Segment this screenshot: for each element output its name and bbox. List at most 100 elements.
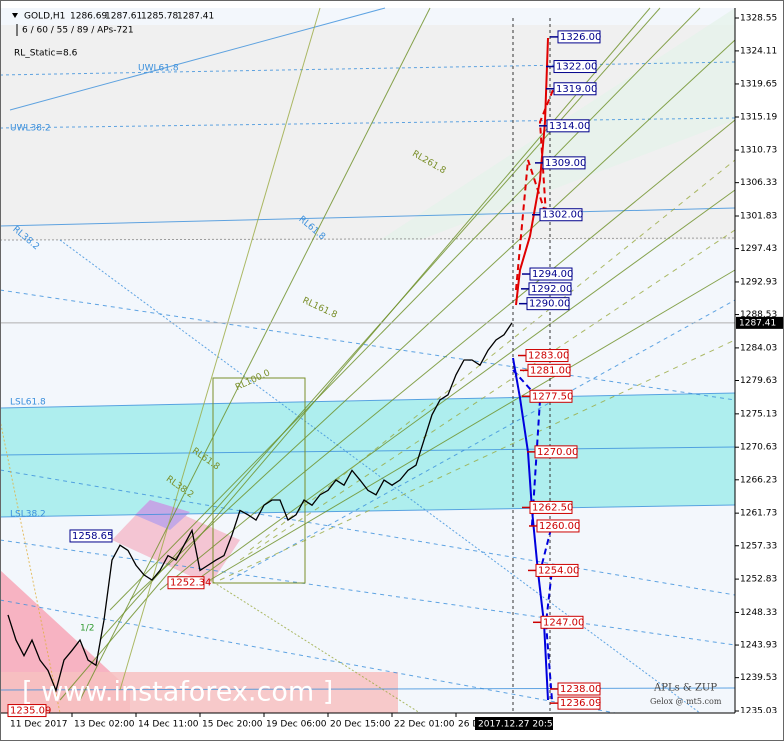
target-box xyxy=(553,60,597,74)
trend-line xyxy=(9,7,386,111)
watermark: [ www.instaforex.com ] xyxy=(22,677,333,708)
trend-line xyxy=(0,687,736,691)
trend-line xyxy=(119,7,321,691)
trend-line xyxy=(249,159,736,551)
trend-line xyxy=(209,269,736,581)
y-tick-label: 1261.73 xyxy=(740,509,777,519)
target-label: 1326.00 xyxy=(560,32,601,43)
indicator-params: 6 / 60 / 55 / 89 / APs-721 xyxy=(22,26,134,36)
trend-line xyxy=(0,61,736,76)
x-tick-label: 15 Dec 20:00 xyxy=(202,720,263,730)
up-projection xyxy=(515,37,549,306)
trend-line xyxy=(0,117,736,129)
y-tick-label: 1315.19 xyxy=(740,113,777,123)
y-tick-label: 1284.03 xyxy=(740,343,777,353)
time-tag: 2017.12.27 20:53 xyxy=(478,720,558,730)
line-label: LSL38.2 xyxy=(10,510,46,520)
zone-box xyxy=(212,377,306,584)
y-tick-label: 1239.53 xyxy=(740,673,777,683)
swing-box xyxy=(69,529,113,543)
indicator-static: RL_Static=8.6 xyxy=(14,49,78,59)
time-axis-bg xyxy=(0,713,784,741)
target-box xyxy=(557,682,601,696)
target-label: 1260.00 xyxy=(539,521,580,532)
target-label: 1294.00 xyxy=(532,269,573,280)
line-label: 1/2 xyxy=(80,624,94,634)
target-label: 1292.00 xyxy=(531,284,572,295)
target-label: 1290.00 xyxy=(529,299,570,310)
target-label: 1319.00 xyxy=(556,84,597,95)
trend-line xyxy=(0,289,736,401)
x-tick-label: 11 Dec 2017 xyxy=(10,720,68,730)
target-label: 1322.00 xyxy=(556,62,597,73)
credit: Gelox @ mt5.com xyxy=(650,697,722,706)
y-tick-label: 1301.83 xyxy=(740,212,777,222)
target-label: 1314.00 xyxy=(549,121,590,132)
y-tick-label: 1266.23 xyxy=(740,475,777,485)
target-box xyxy=(526,297,570,311)
target-box xyxy=(542,156,586,170)
ohlc-value: 1286.69 xyxy=(70,12,107,22)
target-label: 1277.50 xyxy=(532,391,573,402)
target-box xyxy=(528,282,572,296)
swing-label: 1258.65 xyxy=(72,531,113,542)
down-projection-dash xyxy=(512,369,554,701)
y-tick-label: 1279.63 xyxy=(740,376,777,386)
trend-line xyxy=(109,7,701,611)
trend-line xyxy=(189,189,736,586)
trend-line xyxy=(129,39,736,601)
y-tick-label: 1275.13 xyxy=(740,409,777,419)
target-box xyxy=(527,363,571,377)
price-tag-bg xyxy=(736,316,784,329)
target-label: 1302.00 xyxy=(542,210,583,221)
y-tick-label: 1235.03 xyxy=(740,707,777,717)
target-box xyxy=(534,445,578,459)
trend-line xyxy=(209,579,421,714)
trend-line xyxy=(0,207,736,227)
up-projection-dash xyxy=(515,89,554,291)
trend-line xyxy=(219,339,736,581)
menu-arrow xyxy=(12,13,18,18)
x-tick-label: 14 Dec 11:00 xyxy=(138,720,199,730)
target-box xyxy=(536,519,580,533)
y-tick-label: 1319.65 xyxy=(740,79,777,89)
target-label: 1236.09 xyxy=(560,698,601,709)
trend-line xyxy=(0,539,736,646)
y-tick-label: 1270.63 xyxy=(740,443,777,453)
line-label: LSL61.8 xyxy=(10,398,46,408)
target-label: 1283.00 xyxy=(528,351,569,362)
target-box xyxy=(525,349,569,363)
ohlc-value: 1287.61 xyxy=(105,12,142,22)
target-label: 1247.00 xyxy=(543,617,584,628)
trend-line xyxy=(0,392,736,409)
target-label: 1238.00 xyxy=(560,684,601,695)
price-tag: 1287.41 xyxy=(739,318,776,328)
price-line-series xyxy=(7,322,513,693)
target-box xyxy=(557,696,601,710)
x-tick-label: 20 Dec 15:00 xyxy=(330,720,391,730)
credit: APLs & ZUP xyxy=(653,683,717,694)
y-tick-label: 1252.83 xyxy=(740,575,777,585)
target-box xyxy=(557,30,601,44)
target-box xyxy=(529,500,573,514)
trend-line xyxy=(0,446,736,456)
target-box xyxy=(540,615,584,629)
x-tick-label: 26 D xyxy=(458,720,479,730)
trend-line xyxy=(159,119,736,591)
ohlc-value: 1285.78 xyxy=(141,12,178,22)
x-tick-label: 19 Dec 06:00 xyxy=(266,720,327,730)
target-label: 1281.00 xyxy=(530,365,571,376)
symbol: GOLD,H1 xyxy=(24,12,65,22)
y-tick-label: 1257.33 xyxy=(740,541,777,551)
ohlc-value: 1287.41 xyxy=(177,12,214,22)
target-label: 1262.50 xyxy=(532,502,573,513)
price-axis-bg xyxy=(735,0,784,741)
y-tick-label: 1328.55 xyxy=(740,14,777,24)
y-tick-label: 1324.11 xyxy=(740,46,777,56)
target-label: 1309.00 xyxy=(545,158,586,169)
target-box xyxy=(529,389,573,403)
y-tick-label: 1243.93 xyxy=(740,641,777,651)
swing-label: 1235.09 xyxy=(10,706,51,717)
y-tick-label: 1297.43 xyxy=(740,244,777,254)
